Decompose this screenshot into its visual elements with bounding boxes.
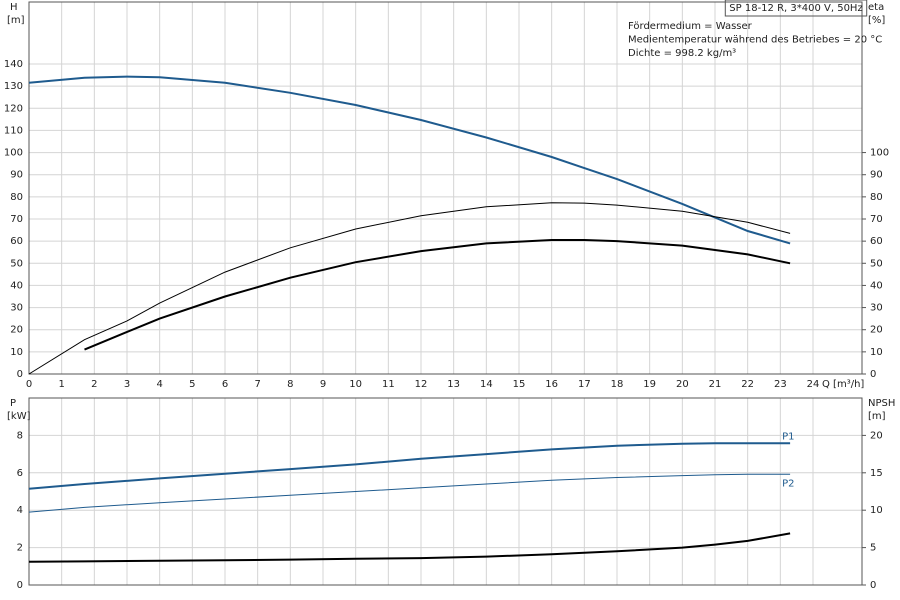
x-tick-label: 20 [676, 379, 689, 390]
x-tick-label: 4 [156, 379, 162, 390]
y2-axis-unit: [m] [868, 411, 886, 422]
y2-tick-label: 80 [870, 192, 883, 203]
x-tick-label: 18 [611, 379, 624, 390]
x-tick-label: 1 [58, 379, 64, 390]
y-tick-label: 80 [10, 192, 23, 203]
y2-tick-label: 30 [870, 303, 883, 314]
x-tick-label: 10 [349, 379, 362, 390]
y2-tick-label: 5 [870, 543, 876, 554]
x-axis-label: Q [m³/h] [822, 379, 864, 390]
y-axis-label: H [10, 2, 18, 13]
y-tick-label: 0 [17, 580, 23, 591]
y-tick-label: 8 [17, 430, 23, 441]
y2-axis-label: NPSH [868, 398, 895, 409]
y2-axis-unit: [%] [868, 15, 885, 26]
y-axis-label: P [10, 398, 16, 409]
y2-tick-label: 10 [870, 347, 883, 358]
x-tick-label: 15 [513, 379, 526, 390]
y-tick-label: 4 [17, 505, 23, 516]
x-tick-label: 12 [415, 379, 428, 390]
chart-title: SP 18-12 R, 3*400 V, 50Hz [729, 3, 862, 14]
y2-tick-label: 20 [870, 430, 883, 441]
series-label: P1 [782, 431, 794, 442]
y2-tick-label: 15 [870, 468, 883, 479]
y2-tick-label: 40 [870, 280, 883, 291]
x-tick-label: 13 [447, 379, 460, 390]
curve [28, 75, 791, 245]
y2-tick-label: 100 [870, 148, 889, 159]
y-tick-label: 100 [4, 148, 23, 159]
y2-tick-label: 20 [870, 325, 883, 336]
y-tick-label: 60 [10, 236, 23, 247]
y2-tick-label: 60 [870, 236, 883, 247]
curve [28, 532, 791, 563]
plot-frame [28, 1, 863, 375]
y-tick-label: 70 [10, 214, 23, 225]
x-tick-label: 14 [480, 379, 493, 390]
x-tick-label: 23 [774, 379, 787, 390]
y-tick-label: 40 [10, 280, 23, 291]
title-box [724, 0, 868, 17]
x-tick-label: 2 [91, 379, 97, 390]
x-tick-label: 9 [320, 379, 326, 390]
plot-frame [28, 397, 863, 586]
y-tick-label: 140 [4, 59, 23, 70]
x-tick-label: 17 [578, 379, 591, 390]
annotation: Dichte = 998.2 kg/m³ [628, 48, 736, 59]
annotation: Fördermedium = Wasser [628, 21, 753, 32]
y-tick-label: 90 [10, 170, 23, 181]
annotation: Medientemperatur während des Betriebes =… [628, 35, 882, 46]
y-tick-label: 130 [4, 81, 23, 92]
y2-tick-label: 0 [870, 580, 876, 591]
x-tick-label: 22 [741, 379, 754, 390]
y2-tick-label: 50 [870, 258, 883, 269]
y2-tick-label: 0 [870, 369, 876, 380]
curve [28, 202, 791, 375]
x-tick-label: 0 [26, 379, 32, 390]
y2-tick-label: 70 [870, 214, 883, 225]
curve [28, 442, 791, 490]
y-tick-label: 120 [4, 103, 23, 114]
y2-tick-label: 10 [870, 505, 883, 516]
y-tick-label: 2 [17, 543, 23, 554]
y-tick-label: 30 [10, 303, 23, 314]
y-tick-label: 6 [17, 468, 23, 479]
y2-axis-label: eta [868, 2, 884, 13]
x-tick-label: 6 [222, 379, 228, 390]
x-tick-label: 7 [254, 379, 260, 390]
x-tick-label: 19 [643, 379, 656, 390]
x-tick-label: 8 [287, 379, 293, 390]
x-tick-label: 16 [545, 379, 558, 390]
y-tick-label: 50 [10, 258, 23, 269]
y2-tick-label: 90 [870, 170, 883, 181]
x-tick-label: 21 [709, 379, 722, 390]
y-tick-label: 10 [10, 347, 23, 358]
series-label: P2 [782, 478, 794, 489]
y-axis-unit: [kW] [7, 411, 31, 422]
y-tick-label: 110 [4, 125, 23, 136]
curve [84, 239, 791, 351]
x-tick-label: 3 [124, 379, 130, 390]
y-tick-label: 0 [17, 369, 23, 380]
x-tick-label: 5 [189, 379, 195, 390]
y-axis-unit: [m] [7, 15, 25, 26]
y-tick-label: 20 [10, 325, 23, 336]
x-tick-label: 24 [807, 379, 820, 390]
x-tick-label: 11 [382, 379, 395, 390]
curve [28, 473, 791, 513]
